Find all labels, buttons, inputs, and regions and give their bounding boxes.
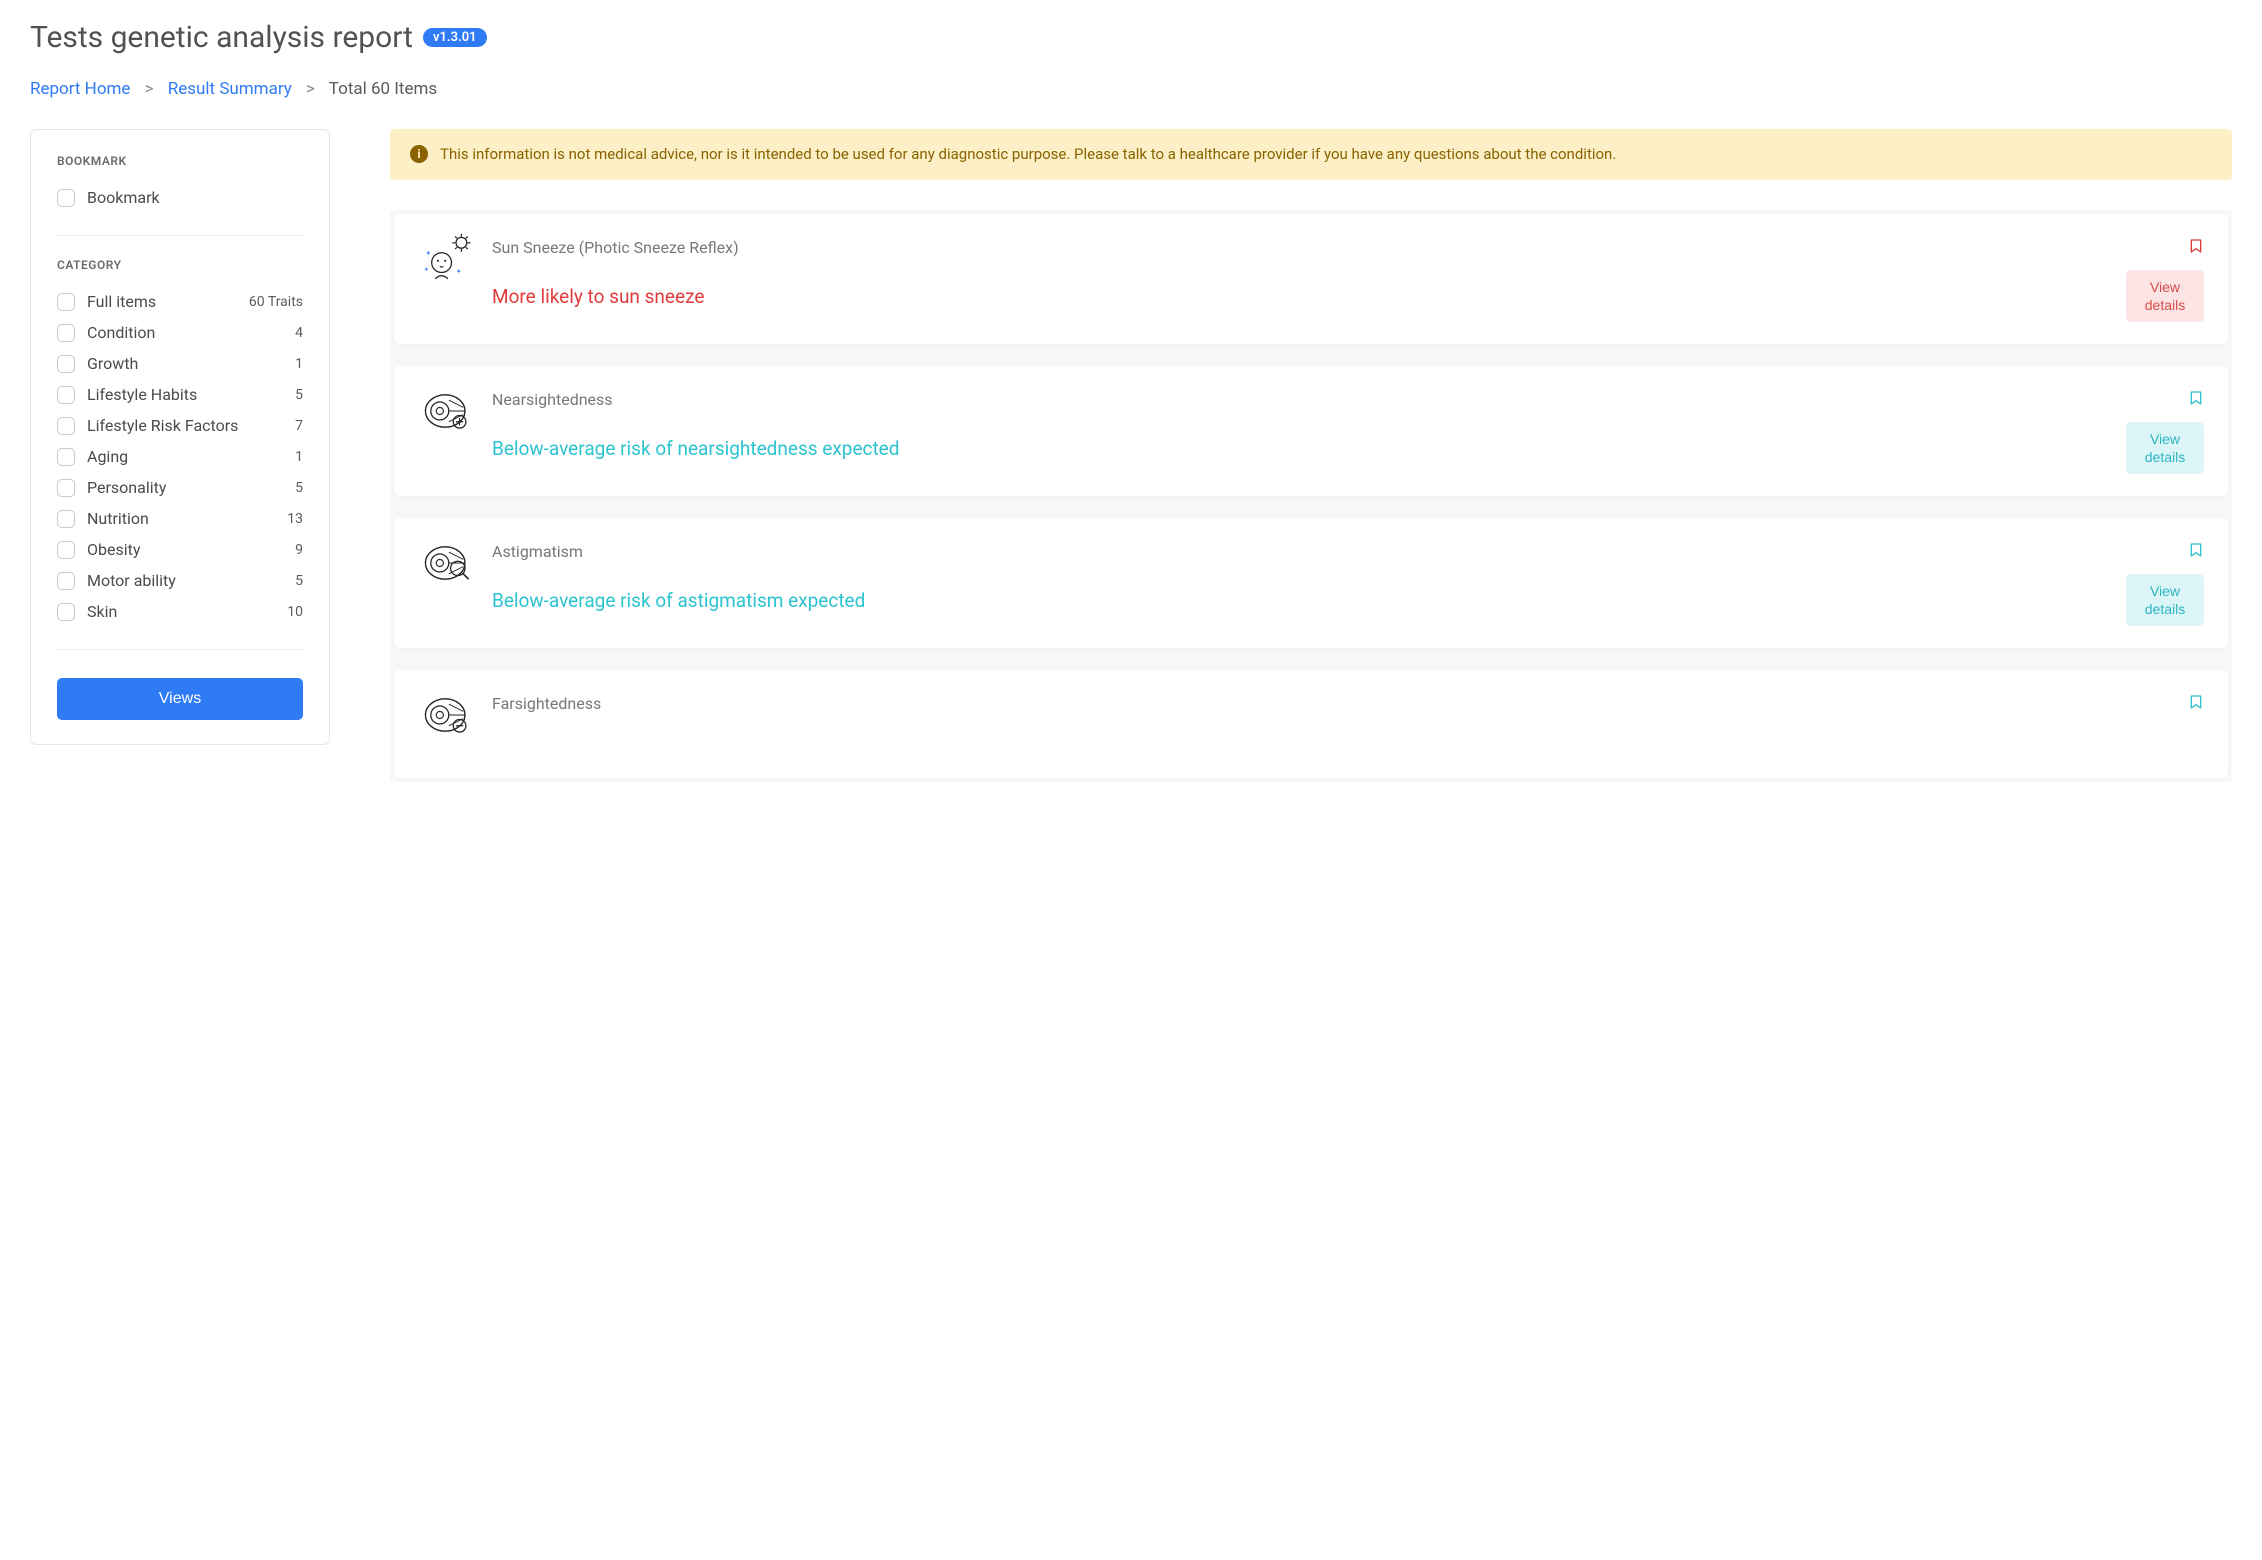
svg-text:✦: ✦ — [425, 248, 431, 257]
filter-count: 4 — [295, 325, 303, 341]
results-list: ✦ ✦ ✦ Sun Sneeze (Photic Sneeze Reflex) More… — [390, 210, 2232, 782]
info-icon: i — [410, 145, 428, 163]
filter-count: 9 — [295, 542, 303, 558]
filter-bookmark[interactable]: Bookmark — [57, 182, 303, 213]
view-details-button[interactable]: Viewdetails — [2126, 422, 2204, 474]
bookmark-icon[interactable] — [2188, 236, 2204, 256]
filter-sidebar: BOOKMARK Bookmark CATEGORY Full items 60 … — [30, 129, 330, 745]
bookmark-icon[interactable] — [2188, 692, 2204, 712]
card-icon — [420, 536, 474, 590]
main-content: i This information is not medical advice… — [390, 129, 2232, 782]
category-section-title: CATEGORY — [57, 258, 303, 272]
breadcrumb-home[interactable]: Report Home — [30, 79, 130, 99]
filter-category[interactable]: Condition 4 — [57, 317, 303, 348]
filter-category[interactable]: Lifestyle Habits 5 — [57, 379, 303, 410]
checkbox[interactable] — [57, 603, 75, 621]
card-title: Farsightedness — [492, 694, 2202, 713]
filter-category[interactable]: Skin 10 — [57, 596, 303, 627]
breadcrumb-sep: > — [306, 79, 315, 99]
filter-label: Motor ability — [87, 571, 176, 590]
filter-label: Personality — [87, 478, 166, 497]
filter-label: Nutrition — [87, 509, 149, 528]
card-result: Below-average risk of nearsightedness ex… — [492, 437, 2202, 460]
checkbox[interactable] — [57, 541, 75, 559]
filter-label: Growth — [87, 354, 138, 373]
version-badge: v1.3.01 — [423, 28, 487, 47]
bookmark-icon[interactable] — [2188, 540, 2204, 560]
filter-label: Bookmark — [87, 188, 160, 207]
svg-text:✦: ✦ — [424, 265, 429, 273]
filter-label: Condition — [87, 323, 155, 342]
card-title: Sun Sneeze (Photic Sneeze Reflex) — [492, 238, 2202, 257]
filter-category[interactable]: Obesity 9 — [57, 534, 303, 565]
filter-label: Full items — [87, 292, 156, 311]
filter-label: Obesity — [87, 540, 140, 559]
checkbox[interactable] — [57, 572, 75, 590]
filter-count: 5 — [295, 573, 303, 589]
filter-count: 7 — [295, 418, 303, 434]
filter-category[interactable]: Personality 5 — [57, 472, 303, 503]
svg-text:✦: ✦ — [456, 267, 461, 275]
breadcrumb-current: Total 60 Items — [329, 79, 437, 99]
checkbox[interactable] — [57, 355, 75, 373]
views-button[interactable]: Views — [57, 678, 303, 720]
card-icon: ✦ ✦ ✦ — [420, 232, 474, 286]
filter-count: 10 — [287, 604, 303, 620]
card-result: More likely to sun sneeze — [492, 285, 2202, 308]
bookmark-section-title: BOOKMARK — [57, 154, 303, 168]
card-icon — [420, 384, 474, 438]
filter-label: Aging — [87, 447, 128, 466]
filter-count: 1 — [295, 449, 303, 465]
checkbox[interactable] — [57, 479, 75, 497]
page-title: Tests genetic analysis report — [30, 20, 413, 55]
result-card: ✦ ✦ ✦ Sun Sneeze (Photic Sneeze Reflex) More… — [394, 214, 2228, 344]
checkbox[interactable] — [57, 510, 75, 528]
view-details-button[interactable]: Viewdetails — [2126, 270, 2204, 322]
card-title: Nearsightedness — [492, 390, 2202, 409]
breadcrumb-sep: > — [145, 79, 154, 99]
result-card: Farsightedness — [394, 670, 2228, 778]
filter-category[interactable]: Growth 1 — [57, 348, 303, 379]
view-details-button[interactable]: Viewdetails — [2126, 574, 2204, 626]
checkbox[interactable] — [57, 448, 75, 466]
divider — [57, 235, 303, 236]
filter-count: 13 — [287, 511, 303, 527]
card-icon — [420, 688, 474, 742]
checkbox[interactable] — [57, 386, 75, 404]
checkbox[interactable] — [57, 417, 75, 435]
checkbox[interactable] — [57, 189, 75, 207]
filter-count: 1 — [295, 356, 303, 372]
result-card: Astigmatism Below-average risk of astigma… — [394, 518, 2228, 648]
filter-count: 5 — [295, 480, 303, 496]
breadcrumb: Report Home > Result Summary > Total 60 … — [30, 79, 2232, 99]
filter-category[interactable]: Lifestyle Risk Factors 7 — [57, 410, 303, 441]
filter-label: Skin — [87, 602, 117, 621]
checkbox[interactable] — [57, 324, 75, 342]
alert-text: This information is not medical advice, … — [440, 143, 1616, 166]
card-result: Below-average risk of astigmatism expect… — [492, 589, 2202, 612]
filter-label: Lifestyle Habits — [87, 385, 197, 404]
filter-category[interactable]: Nutrition 13 — [57, 503, 303, 534]
breadcrumb-summary[interactable]: Result Summary — [168, 79, 292, 99]
checkbox[interactable] — [57, 293, 75, 311]
filter-count: 5 — [295, 387, 303, 403]
card-title: Astigmatism — [492, 542, 2202, 561]
result-card: Nearsightedness Below-average risk of nea… — [394, 366, 2228, 496]
filter-category[interactable]: Aging 1 — [57, 441, 303, 472]
disclaimer-alert: i This information is not medical advice… — [390, 129, 2232, 180]
divider — [57, 649, 303, 650]
filter-category[interactable]: Motor ability 5 — [57, 565, 303, 596]
filter-count: 60 Traits — [249, 294, 303, 310]
filter-label: Lifestyle Risk Factors — [87, 416, 238, 435]
bookmark-icon[interactable] — [2188, 388, 2204, 408]
filter-category[interactable]: Full items 60 Traits — [57, 286, 303, 317]
